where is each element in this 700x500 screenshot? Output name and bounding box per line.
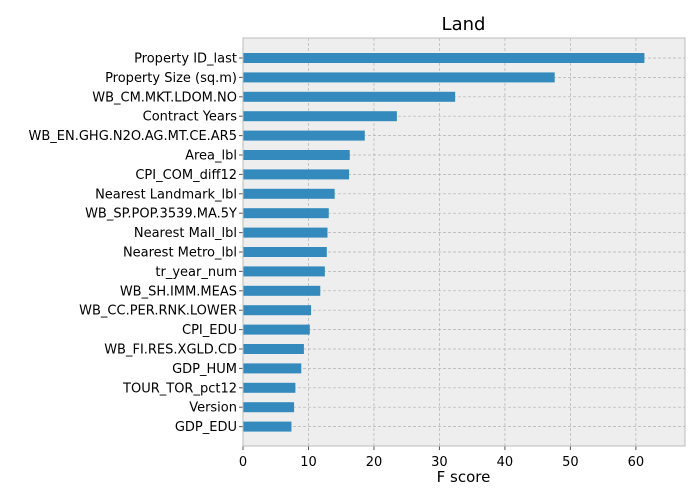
bar-TOUR_TOR_pct12 bbox=[243, 382, 296, 393]
y-tick-label: GDP_EDU bbox=[175, 420, 237, 435]
bar-Contract Years bbox=[243, 111, 397, 122]
bar-CPI_EDU bbox=[243, 324, 310, 335]
x-tick-label: 60 bbox=[628, 455, 645, 470]
y-tick-label: Nearest Mall_lbl bbox=[134, 226, 237, 241]
bar-WB_SP.POP.3539.MA.5Y bbox=[243, 208, 329, 219]
y-tick-label: TOUR_TOR_pct12 bbox=[122, 381, 237, 396]
y-tick-label: WB_FI.RES.XGLD.CD bbox=[104, 343, 237, 358]
bar-Property ID_last bbox=[243, 53, 645, 63]
bar-WB_FI.RES.XGLD.CD bbox=[243, 344, 304, 354]
x-tick-label: 20 bbox=[366, 455, 383, 470]
y-tick-label: WB_CC.PER.RNK.LOWER bbox=[79, 304, 237, 319]
x-axis-label: F score bbox=[437, 468, 491, 486]
y-tick-label: GDP_HUM bbox=[172, 362, 237, 377]
bar-GDP_EDU bbox=[243, 421, 292, 432]
bar-Nearest Mall_lbl bbox=[243, 227, 328, 238]
y-tick-label: Property Size (sq.m) bbox=[105, 71, 237, 86]
bar-WB_SH.IMM.MEAS bbox=[243, 285, 321, 296]
bar-Property Size (sq.m) bbox=[243, 72, 555, 83]
bar-Version bbox=[243, 402, 295, 413]
y-tick-label: WB_SH.IMM.MEAS bbox=[120, 284, 237, 299]
grid-lines bbox=[239, 38, 685, 450]
y-tick-label: Contract Years bbox=[143, 110, 238, 125]
y-tick-label: tr_year_num bbox=[155, 265, 237, 280]
x-tick-label: 50 bbox=[562, 455, 579, 470]
y-tick-label: Nearest Landmark_lbl bbox=[95, 187, 237, 202]
y-tick-label: Area_lbl bbox=[185, 149, 237, 164]
plot-frame bbox=[242, 37, 686, 447]
plot-area bbox=[243, 38, 685, 446]
y-tick-label: CPI_COM_diff12 bbox=[135, 168, 237, 183]
y-tick-label: CPI_EDU bbox=[182, 323, 237, 338]
y-tick-label: WB_SP.POP.3539.MA.5Y bbox=[85, 207, 237, 222]
x-tick-label: 10 bbox=[300, 455, 317, 470]
bar-WB_EN.GHG.N2O.AG.MT.CE.AR5 bbox=[243, 130, 365, 141]
y-tick-label: WB_EN.GHG.N2O.AG.MT.CE.AR5 bbox=[29, 129, 237, 144]
y-tick-labels: Property ID_last Property Size (sq.m) WB_C… bbox=[29, 52, 238, 436]
x-tick-labels: 0 10 20 30 40 50 60 bbox=[239, 455, 644, 470]
x-tick-label: 0 bbox=[239, 455, 247, 470]
y-tick-label: Version bbox=[189, 401, 237, 416]
bar-Nearest Landmark_lbl bbox=[243, 188, 335, 199]
x-tick-label: 40 bbox=[497, 455, 514, 470]
bar-Nearest Metro_lbl bbox=[243, 247, 327, 257]
bar-Area_lbl bbox=[243, 150, 350, 160]
bar-CPI_COM_diff12 bbox=[243, 169, 350, 180]
bar-GDP_HUM bbox=[243, 363, 302, 374]
x-tick-label: 30 bbox=[431, 455, 448, 470]
bar-tr_year_num bbox=[243, 266, 325, 277]
chart-title: Land bbox=[442, 14, 486, 35]
bars bbox=[243, 53, 645, 432]
y-tick-label: Nearest Metro_lbl bbox=[123, 246, 237, 261]
bar-WB_CC.PER.RNK.LOWER bbox=[243, 305, 312, 316]
y-tick-label: Property ID_last bbox=[134, 52, 237, 67]
bar-WB_CM.MKT.LDOM.NO bbox=[243, 91, 456, 102]
y-tick-label: WB_CM.MKT.LDOM.NO bbox=[92, 90, 237, 105]
